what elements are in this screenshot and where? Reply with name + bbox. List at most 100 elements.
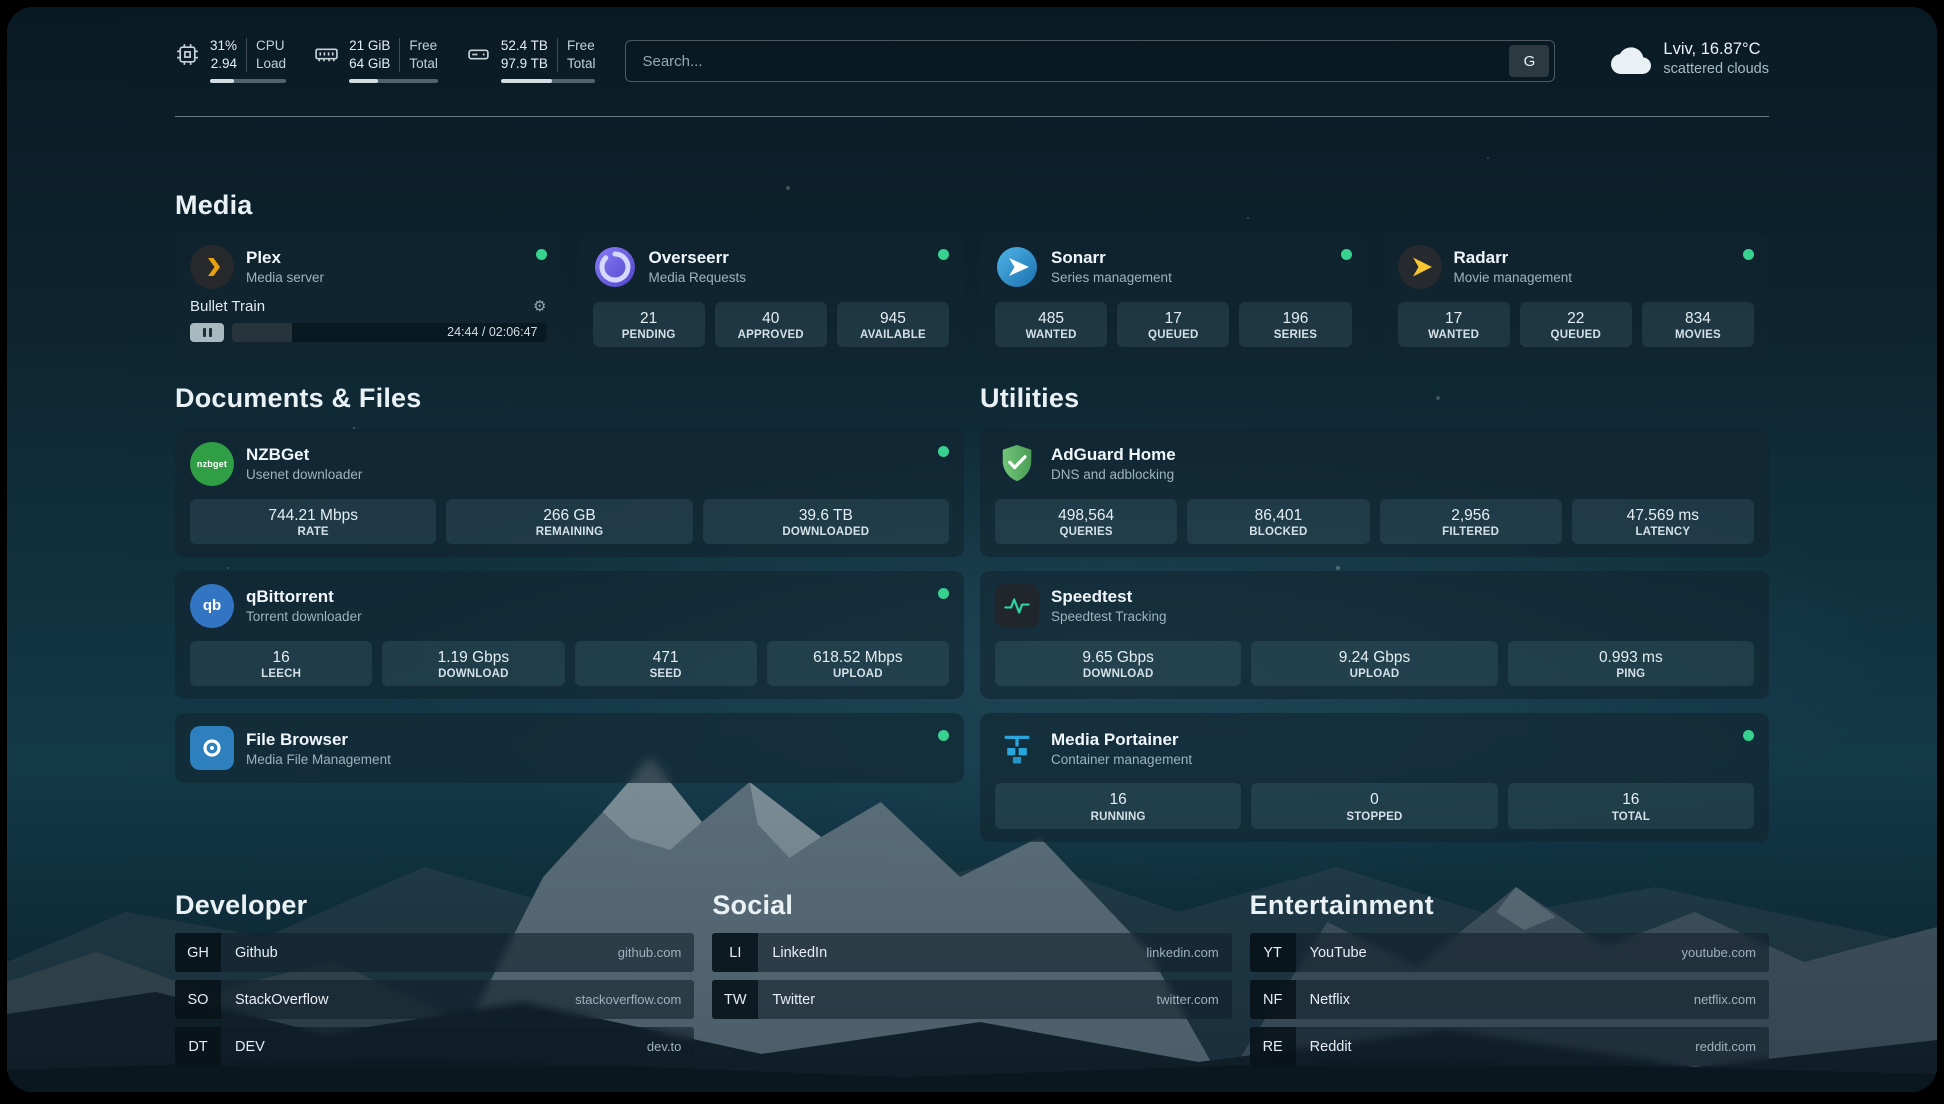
settings-gear-icon[interactable] <box>533 299 546 314</box>
bookmark-domain: reddit.com <box>1695 1039 1756 1055</box>
bookmark-netflix[interactable]: NF Netflix netflix.com <box>1249 980 1769 1020</box>
portainer-icon <box>995 726 1039 770</box>
bookmark-name: Netflix <box>1309 991 1350 1008</box>
top-bar: 31% 2.94 CPU Load <box>175 37 1769 84</box>
bookmark-abbr: LI <box>712 933 759 973</box>
section-heading-entertainment: Entertainment <box>1249 889 1434 920</box>
card-nzbget[interactable]: nzbget NZBGet Usenet downloader 744.21 M… <box>175 428 964 557</box>
memory-label-bottom: Total <box>409 56 438 72</box>
search-input[interactable] <box>640 51 1510 71</box>
search-provider-button[interactable]: G <box>1509 45 1550 77</box>
memory-label-top: Free <box>409 38 438 53</box>
card-speedtest[interactable]: Speedtest Speedtest Tracking 9.65 Gbps DO… <box>980 570 1769 700</box>
service-title: Radarr <box>1453 248 1509 267</box>
cloud-icon <box>1611 47 1652 75</box>
cpu-label-bottom: Load <box>256 56 287 72</box>
pause-icon <box>208 327 212 337</box>
status-dot <box>535 248 547 260</box>
bookmark-abbr: YT <box>1249 933 1296 973</box>
service-title: Media Portainer <box>1051 729 1179 749</box>
service-subtitle: Movie management <box>1453 270 1573 286</box>
stat-box: 47.569 ms LATENCY <box>1571 498 1754 544</box>
status-dot <box>938 445 949 457</box>
dashboard-viewport: 31% 2.94 CPU Load <box>7 7 1937 1092</box>
weather-condition: scattered clouds <box>1663 61 1769 78</box>
stat-box: 39.6 TB DOWNLOADED <box>702 498 949 544</box>
stat-box: 945 AVAILABLE <box>836 301 950 348</box>
playback-progress-bar[interactable]: 24:44 / 02:06:47 <box>232 322 547 342</box>
service-subtitle: Media File Management <box>246 751 391 767</box>
cpu-load: 2.94 <box>210 56 238 72</box>
cpu-progress-track <box>210 79 287 84</box>
bookmark-name: DEV <box>235 1038 265 1055</box>
disk-widget: 52.4 TB 97.9 TB Free Total <box>466 37 596 84</box>
service-title: Sonarr <box>1051 248 1106 267</box>
memory-icon <box>315 48 338 62</box>
stat-box: 471 SEED <box>574 640 757 687</box>
stat-box: 618.52 Mbps UPLOAD <box>766 640 949 687</box>
divider <box>246 38 248 73</box>
bookmark-name: StackOverflow <box>235 991 329 1008</box>
status-dot <box>938 587 949 599</box>
bookmark-linkedin[interactable]: LI LinkedIn linkedin.com <box>712 933 1232 973</box>
bookmark-reddit[interactable]: RE Reddit reddit.com <box>1249 1027 1769 1067</box>
stat-box: 0 STOPPED <box>1251 783 1498 829</box>
sonarr-icon <box>995 245 1039 289</box>
weather-location: Lviv, 16.87°C <box>1663 40 1761 58</box>
bookmark-dev[interactable]: DT DEV dev.to <box>175 1027 695 1067</box>
stat-box: 0.993 ms PING <box>1507 640 1754 687</box>
bookmark-name: Reddit <box>1309 1038 1352 1055</box>
stat-box: 17 WANTED <box>1397 301 1510 348</box>
service-subtitle: Series management <box>1051 270 1172 286</box>
bookmark-abbr: TW <box>712 980 759 1020</box>
bookmark-twitter[interactable]: TW Twitter twitter.com <box>712 980 1232 1020</box>
service-subtitle: DNS and adblocking <box>1051 466 1175 482</box>
plex-icon <box>190 244 234 289</box>
stat-box: 16 RUNNING <box>995 783 1242 829</box>
card-filebrowser[interactable]: File Browser Media File Management <box>175 713 964 784</box>
service-title: qBittorrent <box>246 587 334 607</box>
bookmark-domain: dev.to <box>646 1039 682 1055</box>
card-plex[interactable]: Plex Media server Bullet Train 24:44 <box>175 231 562 361</box>
divider <box>399 38 401 73</box>
bookmark-github[interactable]: GH Github github.com <box>175 933 695 973</box>
disk-total: 97.9 TB <box>500 56 548 72</box>
pause-button[interactable] <box>190 322 224 342</box>
memory-widget: 21 GiB 64 GiB Free Total <box>314 37 438 84</box>
bookmark-abbr: GH <box>175 933 221 973</box>
bookmark-youtube[interactable]: YT YouTube youtube.com <box>1249 933 1769 973</box>
card-adguard[interactable]: AdGuard Home DNS and adblocking 498,564 Q… <box>980 428 1769 557</box>
overseerr-icon <box>593 245 637 289</box>
status-dot <box>1340 248 1352 260</box>
card-qbittorrent[interactable]: qb qBittorrent Torrent downloader 16 LEEC… <box>175 570 964 700</box>
card-overseerr[interactable]: Overseerr Media Requests 21 PENDING 40 APP… <box>577 231 964 361</box>
service-title: File Browser <box>246 729 349 749</box>
column-utilities: Utilities Ad <box>980 382 1769 842</box>
stat-box: 266 GB REMAINING <box>446 498 693 544</box>
weather-widget: Lviv, 16.87°C scattered clouds <box>1611 39 1769 79</box>
stat-box: 9.65 Gbps DOWNLOAD <box>995 640 1242 687</box>
card-portainer[interactable]: Media Portainer Container management 16 R… <box>980 713 1769 842</box>
bookmark-domain: twitter.com <box>1156 992 1219 1008</box>
status-dot <box>1743 730 1754 742</box>
bookmark-domain: stackoverflow.com <box>575 992 682 1008</box>
service-title: AdGuard Home <box>1051 444 1176 464</box>
adguard-shield-icon <box>995 442 1039 486</box>
card-radarr[interactable]: Radarr Movie management 17 WANTED 22 QUEUE… <box>1382 231 1769 361</box>
service-subtitle: Usenet downloader <box>246 466 363 482</box>
service-title: Plex <box>246 248 281 267</box>
card-sonarr[interactable]: Sonarr Series management 485 WANTED 17 QUE… <box>980 231 1367 361</box>
bookmark-group-social: Social LI LinkedIn linkedin.com TW Twitt… <box>712 889 1232 1066</box>
stat-box: 1.19 Gbps DOWNLOAD <box>382 640 565 687</box>
bookmark-stackoverflow[interactable]: SO StackOverflow stackoverflow.com <box>175 980 695 1020</box>
stat-box: 22 QUEUED <box>1519 301 1632 348</box>
bookmark-domain: youtube.com <box>1681 945 1756 961</box>
disk-progress-track <box>500 79 596 84</box>
bookmark-name: Twitter <box>772 991 816 1008</box>
stat-box: 16 LEECH <box>190 640 373 687</box>
cpu-label-top: CPU <box>256 38 285 53</box>
column-documents: Documents & Files nzbget NZBGet Usenet d… <box>175 382 964 784</box>
service-title: Overseerr <box>648 248 729 267</box>
filebrowser-icon <box>190 726 234 771</box>
